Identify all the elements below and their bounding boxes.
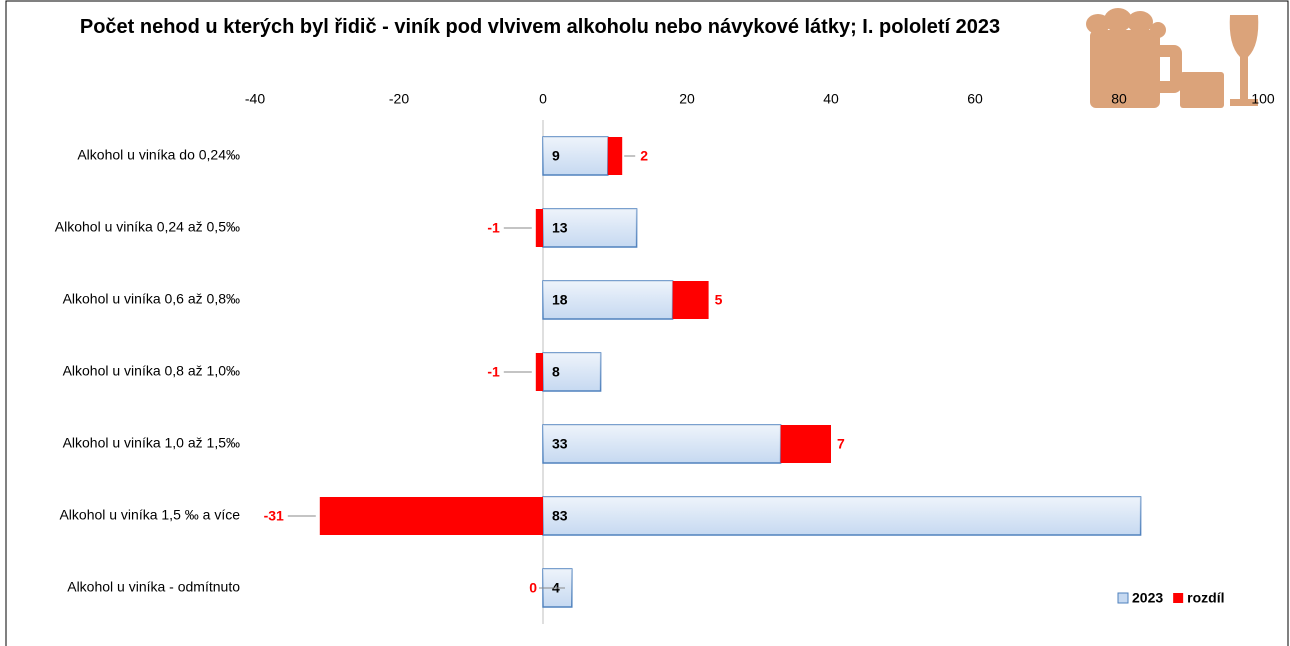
- bar-diff: [535, 209, 543, 247]
- diff-label: -1: [487, 220, 500, 236]
- chart-title: Počet nehod u kterých byl řidič - viník …: [79, 16, 1001, 38]
- bar-shine: [543, 425, 781, 463]
- diff-label: 2: [640, 148, 648, 164]
- value-label: 18: [552, 292, 568, 308]
- diff-label: -31: [264, 508, 284, 524]
- category-label: Alkohol u viníka 0,8 až 1,0‰: [63, 363, 240, 379]
- legend-label: rozdíl: [1187, 590, 1224, 606]
- diff-label: 0: [529, 580, 537, 596]
- bar-diff: [672, 281, 709, 319]
- frame: [5, 0, 1289, 646]
- legend-label: 2023: [1132, 590, 1163, 606]
- bar-diff: [319, 497, 543, 535]
- bar-diff: [607, 137, 623, 175]
- category-label: Alkohol u viníka 0,6 až 0,8‰: [63, 291, 240, 307]
- icons: [1086, 8, 1259, 108]
- x-tick-label: 0: [539, 91, 547, 107]
- category-label: Alkohol u viníka 1,0 až 1,5‰: [63, 435, 240, 451]
- x-tick-label: 40: [823, 91, 839, 107]
- x-tick-label: 20: [679, 91, 695, 107]
- bar-shine: [543, 137, 608, 175]
- bar-diff: [780, 425, 831, 463]
- value-label: 13: [552, 220, 568, 236]
- legend-swatch: [1173, 593, 1184, 603]
- bar-shine: [543, 497, 1141, 535]
- bar-shine: [543, 353, 601, 391]
- diff-label: -1: [487, 364, 500, 380]
- category-label: Alkohol u viníka do 0,24‰: [77, 147, 240, 163]
- x-tick-label: 80: [1111, 91, 1127, 107]
- value-label: 8: [552, 364, 560, 380]
- category-label: Alkohol u viníka 1,5 ‰ a více: [59, 507, 240, 523]
- legend-swatch: [1117, 592, 1129, 604]
- diff-label: 7: [837, 436, 845, 452]
- bar-shine: [543, 209, 637, 247]
- x-tick-label: 60: [967, 91, 983, 107]
- category-label: Alkohol u viníka 0,24 až 0,5‰: [55, 219, 240, 235]
- x-tick-label: 100: [1251, 91, 1275, 107]
- value-label: 9: [552, 148, 560, 164]
- bar-shine: [543, 281, 673, 319]
- diff-label: 5: [715, 292, 723, 308]
- value-label: 33: [552, 436, 568, 452]
- category-label: Alkohol u viníka - odmítnuto: [67, 579, 240, 595]
- bar-diff: [535, 353, 543, 391]
- value-label: 83: [552, 508, 568, 524]
- x-tick-label: -20: [389, 91, 409, 107]
- x-tick-label: -40: [245, 91, 265, 107]
